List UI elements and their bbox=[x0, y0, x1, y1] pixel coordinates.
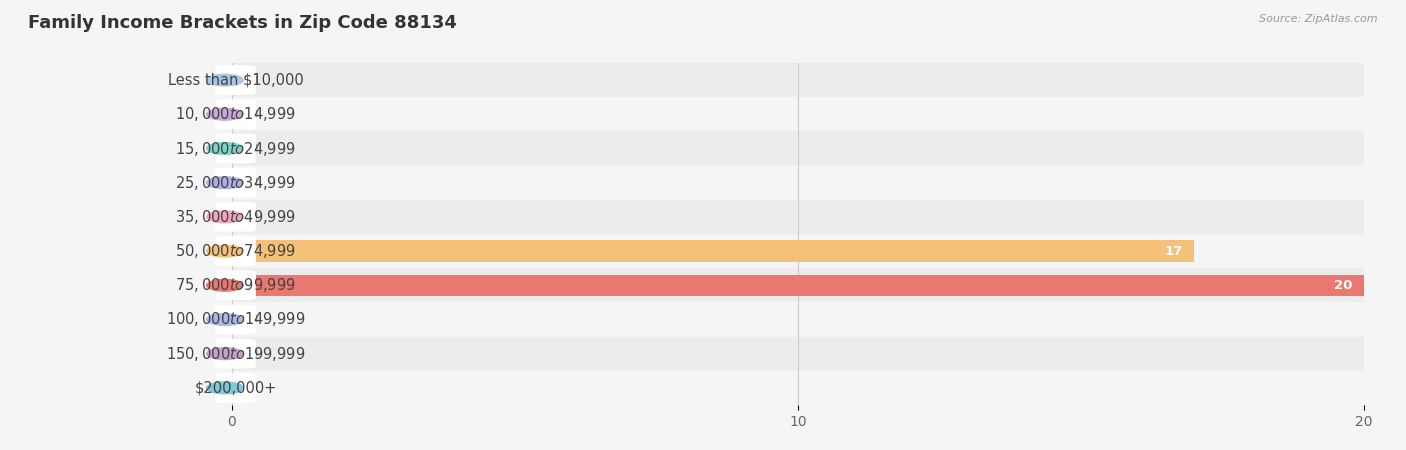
Text: 0: 0 bbox=[249, 382, 257, 394]
Text: 0: 0 bbox=[249, 142, 257, 155]
Bar bbox=[232, 302, 1364, 337]
Text: 0: 0 bbox=[249, 313, 257, 326]
Text: 20: 20 bbox=[1334, 279, 1353, 292]
Bar bbox=[232, 268, 1364, 302]
Text: $200,000+: $200,000+ bbox=[194, 380, 277, 396]
Text: 0: 0 bbox=[249, 347, 257, 360]
Bar bbox=[232, 274, 1364, 296]
Text: $15,000 to $24,999: $15,000 to $24,999 bbox=[176, 140, 295, 158]
Text: 17: 17 bbox=[1164, 245, 1182, 257]
Text: $100,000 to $149,999: $100,000 to $149,999 bbox=[166, 310, 305, 328]
Text: Family Income Brackets in Zip Code 88134: Family Income Brackets in Zip Code 88134 bbox=[28, 14, 457, 32]
Text: 0: 0 bbox=[249, 176, 257, 189]
Text: $75,000 to $99,999: $75,000 to $99,999 bbox=[176, 276, 295, 294]
Text: $150,000 to $199,999: $150,000 to $199,999 bbox=[166, 345, 305, 363]
Text: $50,000 to $74,999: $50,000 to $74,999 bbox=[176, 242, 295, 260]
Bar bbox=[232, 97, 1364, 131]
Bar bbox=[232, 200, 1364, 234]
Text: Source: ZipAtlas.com: Source: ZipAtlas.com bbox=[1260, 14, 1378, 23]
Bar bbox=[232, 63, 1364, 97]
Text: 0: 0 bbox=[249, 108, 257, 121]
Text: 0: 0 bbox=[249, 211, 257, 223]
Bar bbox=[232, 240, 1194, 262]
Text: $35,000 to $49,999: $35,000 to $49,999 bbox=[176, 208, 295, 226]
Bar bbox=[232, 337, 1364, 371]
Text: Less than $10,000: Less than $10,000 bbox=[167, 72, 304, 88]
Bar bbox=[232, 131, 1364, 166]
Bar bbox=[232, 166, 1364, 200]
Text: $10,000 to $14,999: $10,000 to $14,999 bbox=[176, 105, 295, 123]
Text: 0: 0 bbox=[249, 74, 257, 86]
Bar bbox=[232, 234, 1364, 268]
Text: $25,000 to $34,999: $25,000 to $34,999 bbox=[176, 174, 295, 192]
Bar bbox=[232, 371, 1364, 405]
